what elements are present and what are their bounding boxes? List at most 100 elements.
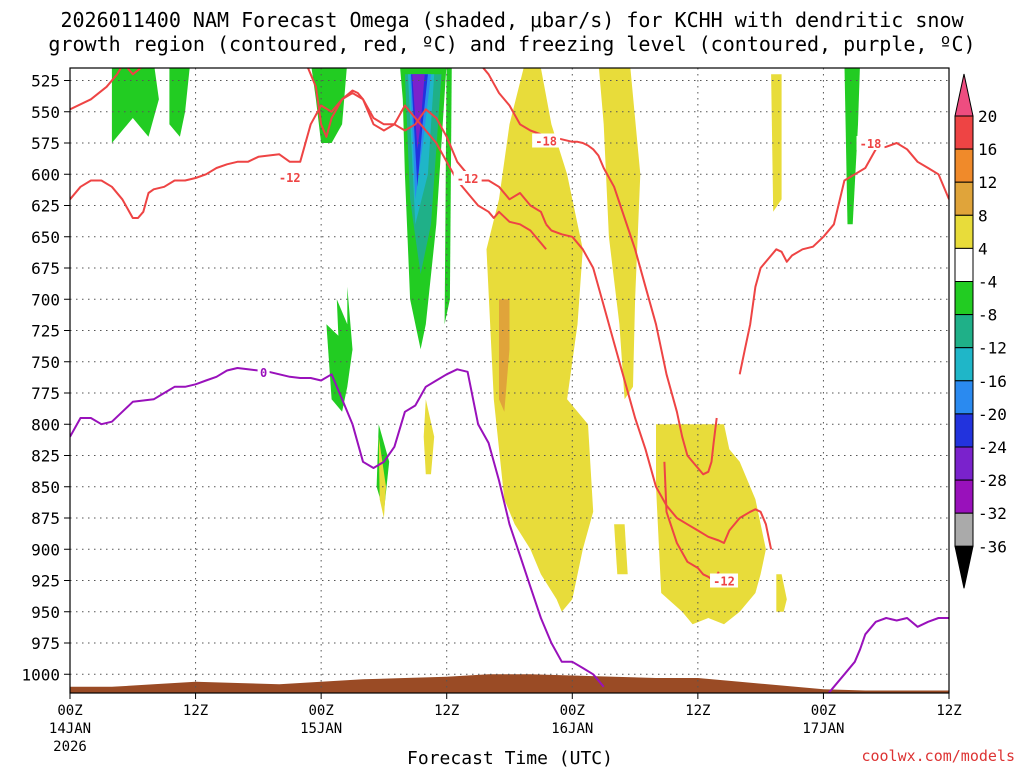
contour-freezing-level-0: [70, 367, 605, 688]
y-tick-label-925: 925: [31, 572, 60, 591]
y-tick-label-550: 550: [31, 103, 60, 122]
colorbar-label-1: 16: [978, 140, 997, 159]
omega-region-15: [598, 68, 641, 400]
colorbar: 20 16 12 8 4 -4 -8 -12 -16 -20 -24 -28 -32 -36: [954, 73, 1007, 589]
contour-dgz-m18-descending: [482, 68, 718, 476]
colorbar-label-5: -4: [978, 273, 997, 292]
credit-text: coolwx.com/models: [861, 747, 1015, 765]
y-tick-label-700: 700: [31, 290, 60, 309]
grid-lines: [70, 68, 949, 693]
plot-border: [69, 67, 950, 694]
x-tick-date-2: 15JAN: [300, 721, 342, 737]
terrain-surface: [70, 674, 949, 693]
colorbar-box-11: [954, 479, 974, 514]
colorbar-box-12: [954, 512, 974, 547]
colorbar-label-2: 12: [978, 173, 997, 192]
omega-region-14: [486, 68, 594, 612]
colorbar-label-8: -16: [978, 372, 1007, 391]
contour-label-bg-3: [856, 136, 885, 150]
colorbar-top-arrow: [954, 73, 974, 117]
contour-label-bg-5: [257, 364, 270, 379]
colorbar-label-6: -8: [978, 306, 997, 325]
colorbar-label-9: -20: [978, 405, 1007, 424]
omega-region-16: [656, 424, 766, 625]
contour-label-5: 0: [260, 366, 267, 380]
x-axis-label: Forecast Time (UTC): [407, 748, 613, 768]
y-tick-label-725: 725: [31, 322, 60, 341]
omega-shading-layer: [111, 68, 860, 625]
y-tick-label-900: 900: [31, 540, 60, 559]
colorbar-label-4: 4: [978, 239, 988, 258]
x-tick-label-1: 12Z: [183, 703, 208, 719]
y-tick-label-825: 825: [31, 447, 60, 466]
contour-dgz-m12-descending: [545, 223, 773, 550]
colorbar-box-2: [954, 181, 974, 216]
omega-region-13: [844, 68, 860, 225]
x-tick-year-0: 2026: [53, 739, 87, 755]
y-tick-label-975: 975: [31, 634, 60, 653]
omega-region-17: [776, 574, 787, 612]
omega-region-21: [771, 74, 782, 212]
contour-label-bg-0: [275, 169, 304, 184]
omega-region-0: [111, 68, 159, 143]
colorbar-label-10: -24: [978, 438, 1007, 457]
omega-region-10: [326, 324, 353, 412]
x-tick-label-6: 00Z: [811, 703, 836, 719]
omega-region-18: [423, 399, 435, 475]
colorbar-box-8: [954, 380, 974, 415]
y-tick-label-800: 800: [31, 415, 60, 434]
y-tick-label-1000: 1000: [21, 665, 60, 684]
colorbar-box-7: [954, 347, 974, 382]
colorbar-bottom-arrow: [954, 545, 974, 589]
x-tick-date-6: 17JAN: [802, 721, 844, 737]
y-tick-label-875: 875: [31, 509, 60, 528]
y-tick-label-750: 750: [31, 353, 60, 372]
colorbar-box-1: [954, 148, 974, 183]
y-axis: 525 550 575 600 625 650 675 700 725 750 775 800 825 8…: [21, 72, 70, 684]
omega-region-20: [614, 524, 628, 575]
omega-region-19: [378, 436, 386, 518]
colorbar-label-3: 8: [978, 206, 988, 225]
colorbar-box-9: [954, 413, 974, 448]
colorbar-label-13: -36: [978, 537, 1007, 556]
y-tick-label-850: 850: [31, 478, 60, 497]
omega-region-22: [499, 299, 510, 412]
y-tick-label-625: 625: [31, 197, 60, 216]
colorbar-label-0: 20: [978, 107, 997, 126]
omega-region-1: [169, 68, 190, 137]
colorbar-box-0: [954, 115, 974, 150]
contour-label-2: -12: [457, 172, 479, 186]
contour-label-bg-2: [453, 171, 482, 185]
contour-freezing-level-0-right: [827, 617, 949, 693]
chart-title-line-2: growth region (contoured, red, ºC) and f…: [48, 32, 976, 56]
chart-title-line-1: 2026011400 NAM Forecast Omega (shaded, μ…: [60, 8, 964, 32]
x-tick-label-2: 00Z: [308, 703, 333, 719]
colorbar-label-7: -12: [978, 339, 1007, 358]
colorbar-box-10: [954, 446, 974, 481]
contour-label-0: -12: [279, 171, 301, 185]
y-tick-label-950: 950: [31, 603, 60, 622]
contour-labels: -12 -18 -12 -18 -12 0: [257, 133, 885, 589]
colorbar-box-4: [954, 247, 974, 282]
colorbar-box-6: [954, 314, 974, 349]
y-tick-label-675: 675: [31, 259, 60, 278]
y-tick-label-650: 650: [31, 228, 60, 247]
y-tick-label-525: 525: [31, 72, 60, 91]
y-tick-label-600: 600: [31, 165, 60, 184]
colorbar-label-11: -28: [978, 471, 1007, 490]
colorbar-label-12: -32: [978, 504, 1007, 523]
colorbar-box-3: [954, 214, 974, 249]
contour-label-3: -18: [860, 137, 882, 151]
x-axis: 00Z 14JAN 2026 12Z 00Z 15JAN 12Z 00Z 16JAN 12Z 00Z…: [49, 693, 962, 755]
colorbar-box-5: [954, 281, 974, 316]
x-tick-date-4: 16JAN: [551, 721, 593, 737]
y-tick-label-575: 575: [31, 134, 60, 153]
x-tick-label-0: 00Z: [57, 703, 82, 719]
contour-dgz-upper-m18: [70, 68, 547, 250]
x-tick-label-7: 12Z: [936, 703, 961, 719]
x-tick-label-5: 12Z: [685, 703, 710, 719]
x-tick-label-4: 00Z: [560, 703, 585, 719]
terrain-layer: [70, 674, 949, 693]
y-tick-label-775: 775: [31, 384, 60, 403]
